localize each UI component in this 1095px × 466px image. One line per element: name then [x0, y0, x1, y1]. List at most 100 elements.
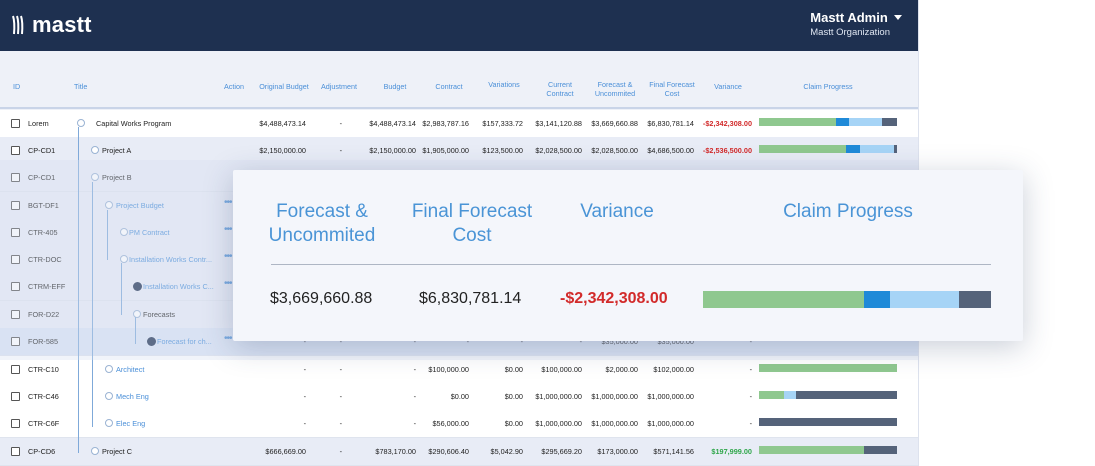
row-checkbox[interactable] [11, 337, 20, 346]
table-row[interactable]: CTR-C46 Mech Eng - - - $0.00 $0.00 $1,000,000.0… [0, 383, 918, 411]
progress-segment [783, 391, 797, 399]
expand-toggle-icon[interactable] [77, 119, 85, 127]
progress-segment [959, 291, 992, 308]
cell-contract: $1,905,000.00 [422, 146, 469, 155]
more-actions-icon[interactable]: ••• [224, 333, 232, 344]
cell-forecast: $173,000.00 [597, 447, 638, 456]
row-checkbox[interactable] [11, 392, 20, 401]
cell-budget: - [413, 419, 416, 428]
expand-toggle-icon[interactable] [91, 447, 99, 455]
card-forecast-label: Forecast & Uncommited [268, 201, 376, 246]
cell-variance: $197,999.00 [711, 447, 752, 456]
col-action: Action [224, 82, 244, 91]
col-current-contract[interactable]: Current Contract [546, 80, 574, 98]
table-row[interactable]: Lorem Capital Works Program $4,488,473.14 -… [0, 110, 918, 138]
col-original-budget[interactable]: Original Budget [259, 82, 309, 91]
card-final-forecast-label: Final Forecast Cost [411, 201, 533, 246]
claim-progress-bar [759, 364, 897, 372]
table-row[interactable]: CTR-C6F Elec Eng - - - $56,000.00 $0.00 $1,000,… [0, 410, 918, 438]
table-row[interactable]: CP-CD6 Project C $666,669.00 - $783,170.00 $2… [0, 438, 918, 466]
more-actions-icon[interactable]: ••• [224, 224, 232, 235]
col-title[interactable]: Title [74, 82, 88, 91]
row-checkbox[interactable] [11, 228, 20, 237]
table-row[interactable]: CTR-C10 Architect - - - $100,000.00 $0.00 $100,… [0, 356, 918, 384]
col-forecast-uncommited[interactable]: Forecast & Uncommited [594, 80, 636, 98]
cell-final-forecast: $571,141.56 [653, 447, 694, 456]
row-title[interactable]: Project B [102, 173, 132, 182]
card-forecast-value: $3,669,660.88 [270, 290, 373, 307]
more-actions-icon[interactable]: ••• [224, 197, 232, 208]
more-actions-icon[interactable]: ••• [224, 278, 232, 289]
cell-forecast: $3,669,660.88 [591, 119, 638, 128]
col-budget[interactable]: Budget [383, 82, 407, 91]
organization-name: Mastt Organization [810, 27, 890, 38]
progress-segment [759, 391, 784, 399]
expand-toggle-icon[interactable] [133, 310, 141, 318]
row-checkbox[interactable] [11, 282, 20, 291]
row-title[interactable]: Architect [116, 365, 145, 374]
row-checkbox[interactable] [11, 173, 20, 182]
tree-connector [121, 263, 122, 315]
expand-toggle-icon[interactable] [105, 201, 113, 209]
row-title[interactable]: Project C [102, 447, 133, 456]
row-checkbox[interactable] [11, 447, 20, 456]
col-contract[interactable]: Contract [435, 82, 463, 91]
progress-segment [836, 118, 849, 126]
row-checkbox[interactable] [11, 365, 20, 374]
table-row[interactable]: CP-CD1 Project A $2,150,000.00 - $2,150,000.… [0, 137, 918, 165]
more-actions-icon[interactable]: ••• [224, 251, 232, 262]
highlight-card: Forecast & Uncommited Final Forecast Cos… [233, 170, 1023, 341]
row-id: CTR-C6F [28, 419, 60, 428]
progress-segment [881, 118, 898, 126]
row-title[interactable]: Mech Eng [116, 392, 149, 401]
cell-adjustment: - [339, 119, 342, 128]
expand-toggle-icon[interactable] [91, 173, 99, 181]
expand-toggle-icon[interactable] [120, 228, 128, 236]
row-title[interactable]: Forecasts [143, 310, 176, 319]
progress-segment [759, 364, 897, 372]
cell-original-budget: - [303, 337, 306, 346]
user-menu[interactable]: Mastt Admin Mastt Organization [810, 10, 902, 38]
cell-final-forecast: $6,830,781.14 [647, 119, 694, 128]
row-title[interactable]: Installation Works Contr... [129, 255, 213, 264]
row-checkbox[interactable] [11, 255, 20, 264]
cell-variations: $157,333.72 [482, 119, 523, 128]
cell-budget: - [413, 337, 416, 346]
expand-toggle-icon[interactable] [120, 255, 128, 263]
logo[interactable]: mastt [12, 10, 92, 40]
col-adjustment[interactable]: Adjustment [321, 82, 357, 91]
expand-toggle-icon[interactable] [91, 146, 99, 154]
cell-variance: -$2,536,500.00 [702, 146, 752, 155]
expand-toggle-icon[interactable] [105, 365, 113, 373]
col-id[interactable]: ID [13, 82, 21, 91]
row-id: CTR-C46 [28, 392, 59, 401]
col-variations[interactable]: Variations [488, 80, 520, 89]
row-title[interactable]: Project Budget [116, 201, 164, 210]
row-title[interactable]: Elec Eng [116, 419, 146, 428]
expand-toggle-icon[interactable] [105, 392, 113, 400]
row-title[interactable]: PM Contract [129, 228, 170, 237]
col-claim-progress[interactable]: Claim Progress [803, 82, 853, 91]
cell-budget: $4,488,473.14 [369, 119, 416, 128]
mastt-logo-icon [12, 15, 24, 35]
row-checkbox[interactable] [11, 310, 20, 319]
row-checkbox[interactable] [11, 201, 20, 210]
progress-segment [759, 446, 864, 454]
leaf-node-icon[interactable] [133, 282, 142, 291]
claim-progress-bar [759, 446, 897, 454]
row-title[interactable]: Project A [102, 146, 132, 155]
col-final-forecast-cost[interactable]: Final Forecast Cost [649, 80, 695, 98]
row-title[interactable]: Capital Works Program [96, 119, 172, 128]
row-checkbox[interactable] [11, 146, 20, 155]
progress-segment [894, 145, 897, 153]
col-variance[interactable]: Variance [714, 82, 742, 91]
claim-progress-bar [759, 118, 898, 126]
leaf-node-icon[interactable] [147, 337, 156, 346]
row-title[interactable]: Installation Works C... [143, 282, 214, 291]
row-title[interactable]: Forecast for ch... [157, 337, 212, 346]
row-checkbox[interactable] [11, 119, 20, 128]
expand-toggle-icon[interactable] [105, 419, 113, 427]
cell-contract: $100,000.00 [428, 365, 469, 374]
chevron-down-icon[interactable] [894, 15, 902, 20]
row-checkbox[interactable] [11, 419, 20, 428]
